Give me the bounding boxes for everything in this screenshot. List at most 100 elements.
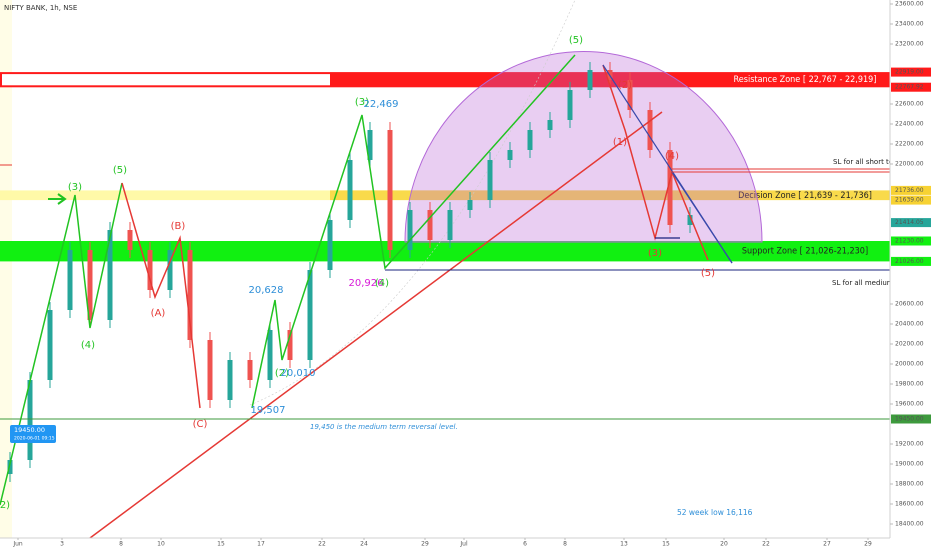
y-tick-label: 19200.00 — [895, 441, 924, 448]
x-tick-label: 29 — [864, 541, 872, 548]
x-tick-label: 29 — [421, 541, 429, 548]
y-tick-label: 23600.00 — [895, 1, 924, 8]
price-tag-label: 21639.00 — [895, 197, 924, 204]
arrow — [48, 193, 67, 205]
candle-body — [667, 150, 673, 225]
x-tick-label: 20 — [720, 541, 728, 548]
price-tag — [891, 256, 931, 266]
candle-body — [447, 210, 453, 240]
cursor-box — [10, 425, 56, 443]
x-tick-label: 15 — [662, 541, 670, 548]
y-tick-label: 18600.00 — [895, 501, 924, 508]
candle-body — [127, 230, 133, 250]
y-tick-label: 19600.00 — [895, 401, 924, 408]
candle-body — [687, 215, 693, 225]
candle-body — [267, 330, 273, 380]
price-axis — [890, 0, 932, 550]
candle-body — [587, 70, 593, 90]
candle-body — [547, 120, 553, 130]
zone-gap — [2, 74, 330, 86]
candle-body — [307, 270, 313, 360]
wave-label: (4) — [81, 340, 95, 351]
price-tag — [891, 67, 931, 77]
y-tick-label: 20200.00 — [895, 341, 924, 348]
wave-label: (3) — [648, 248, 662, 259]
zones: Resistance Zone [ 22,767 - 22,919] Decisi… — [0, 72, 890, 262]
candle-body — [87, 250, 93, 320]
wave-label: (C) — [193, 419, 208, 430]
price-tag — [891, 82, 931, 92]
levels: 19,450 is the medium term reversal level… — [0, 158, 913, 431]
price-tag — [891, 218, 931, 228]
axes: 23600.00 23400.00 23200.00 22600.00 22400.00… — [12, 1, 931, 548]
y-tick-label: 22200.00 — [895, 141, 924, 148]
candle-body — [327, 220, 333, 270]
wave-label: (3) — [68, 182, 82, 193]
wave-label: 20,010 — [281, 368, 316, 379]
wave-label: (A) — [151, 308, 166, 319]
wave-label: (2) — [275, 368, 289, 379]
candle-body — [347, 160, 353, 220]
candle-body — [427, 210, 433, 240]
price-tag-label: 21736.00 — [895, 187, 924, 194]
x-tick-label: Jul — [459, 541, 468, 548]
wave-label: (4) — [375, 278, 389, 289]
y-tick-label: 19000.00 — [895, 461, 924, 468]
x-tick-label: 24 — [360, 541, 368, 548]
x-tick-label: Jun — [12, 541, 23, 548]
candle-body — [507, 150, 513, 160]
x-tick-label: 8 — [563, 541, 567, 548]
candle-body — [387, 130, 393, 250]
cursor-time: 2020-06-01 09:15 — [14, 436, 55, 442]
wave-label: (5) — [569, 35, 583, 46]
y-tick-label: 18800.00 — [895, 481, 924, 488]
x-tick-label: 3 — [60, 541, 64, 548]
x-tick-label: 17 — [257, 541, 265, 548]
candles — [7, 62, 693, 482]
zone — [0, 241, 890, 262]
wave-label: 22,469 — [364, 99, 399, 110]
candle-body — [167, 250, 173, 290]
y-tick-label: 20000.00 — [895, 361, 924, 368]
zone-label: Support Zone [ 21,026-21,230] — [742, 247, 868, 257]
x-tick-label: 6 — [523, 541, 527, 548]
y-tick-label: 22000.00 — [895, 161, 924, 168]
y-tick-label: 20400.00 — [895, 321, 924, 328]
candle-body — [107, 230, 113, 320]
candle-body — [467, 200, 473, 210]
candle-body — [247, 360, 253, 380]
candle-body — [147, 250, 153, 290]
price-tag-label: 22767.92 — [895, 84, 924, 91]
x-tick-label: 22 — [762, 541, 770, 548]
wave-label: 19,507 — [251, 405, 286, 416]
candle-body — [187, 250, 193, 340]
x-tick-label: 22 — [318, 541, 326, 548]
y-tick-label: 22600.00 — [895, 101, 924, 108]
candle-body — [67, 250, 73, 310]
x-tick-label: 8 — [119, 541, 123, 548]
level-label: 19,450 is the medium term reversal level… — [310, 423, 458, 431]
wave-label: (5) — [701, 268, 715, 279]
y-tick-label: 20600.00 — [895, 301, 924, 308]
chart-title: NIFTY BANK, 1h, NSE — [4, 4, 77, 12]
dome — [404, 51, 763, 243]
wave-label: (B) — [171, 221, 186, 232]
note: 52 week low 16,116 — [677, 508, 753, 517]
wave-label: (4) — [665, 151, 679, 162]
price-tag-label: 21026.00 — [895, 258, 924, 265]
zone-label: Decision Zone [ 21,639 - 21,736] — [738, 191, 872, 201]
candle-body — [47, 310, 53, 380]
time-axis — [0, 538, 932, 550]
level-label: SL for all medium-term — [832, 279, 913, 287]
y-tick-label: 23200.00 — [895, 41, 924, 48]
level-label: SL for all short term t — [833, 158, 908, 166]
price-tag — [891, 185, 931, 195]
cursor-price: 19450.00 — [14, 426, 45, 434]
wave-line — [0, 182, 123, 506]
price-tag-label: 21230.00 — [895, 238, 924, 245]
candle-body — [647, 110, 653, 150]
x-tick-label: 27 — [823, 541, 831, 548]
wave-label: (2) — [618, 80, 632, 91]
